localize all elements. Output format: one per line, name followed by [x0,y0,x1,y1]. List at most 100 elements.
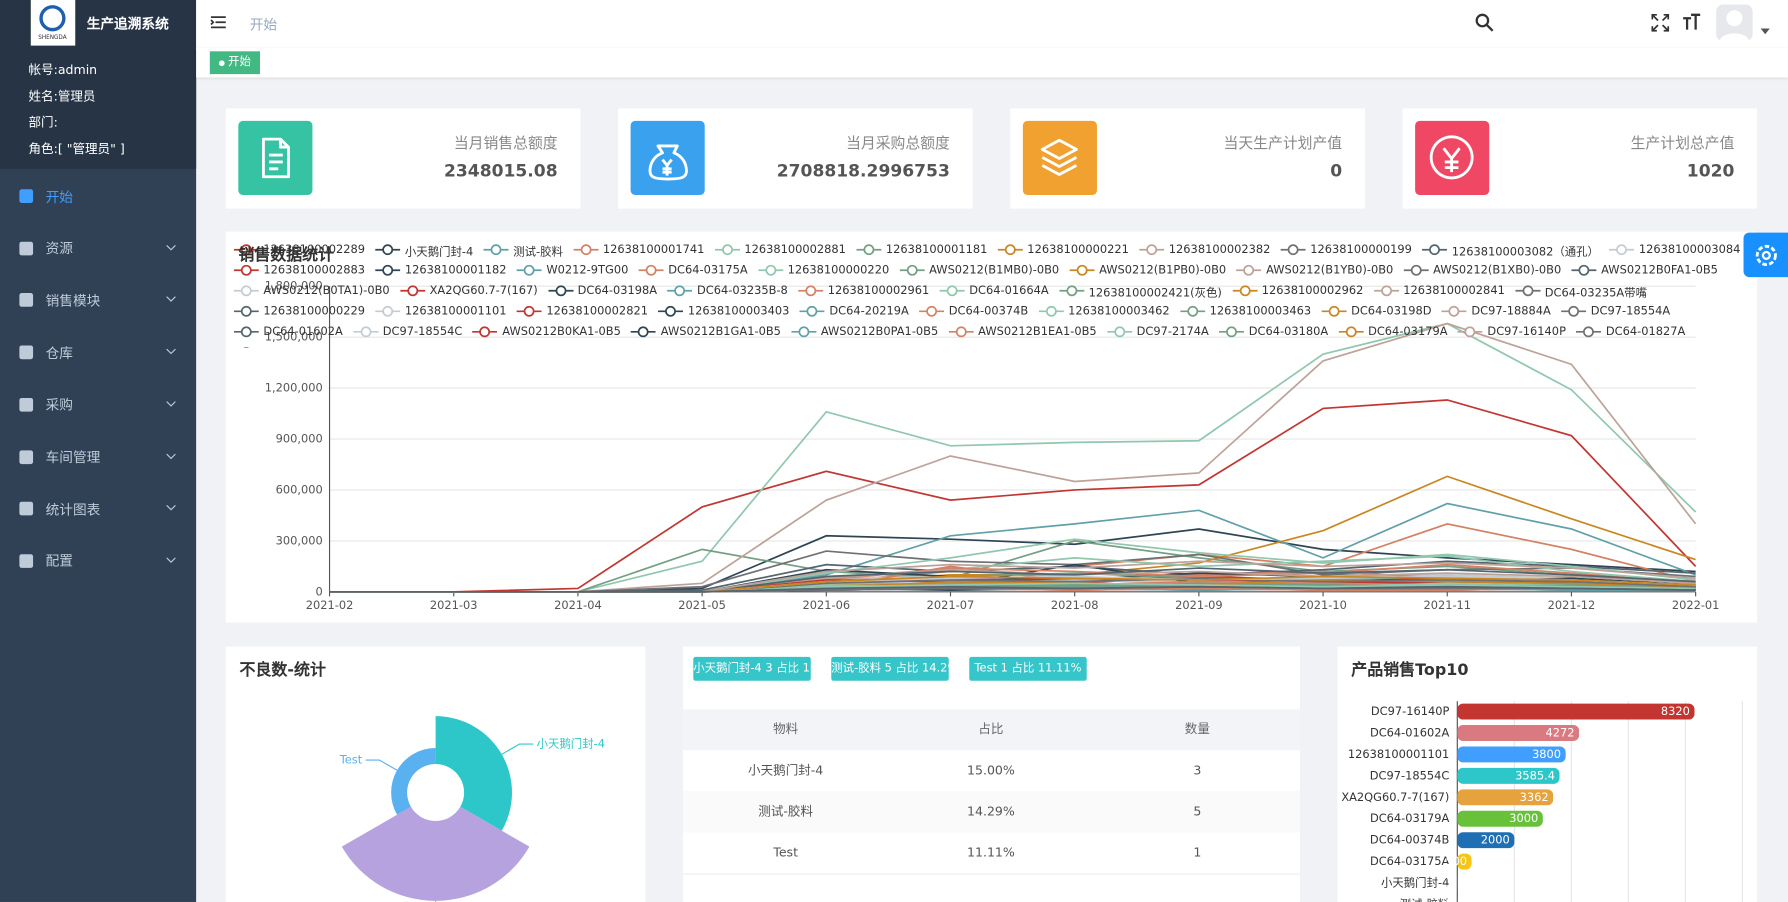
menu-item[interactable]: 配置 [0,535,196,587]
legend-item[interactable]: DC97-2174A [1106,323,1209,341]
search-icon[interactable] [1474,13,1495,34]
legend-item[interactable]: 海尔590A [234,343,316,348]
settings-button[interactable] [1743,232,1788,278]
legend-item[interactable]: 12638100002881 [714,241,846,259]
legend-item[interactable]: DC64-00374B [919,302,1028,320]
legend-item[interactable]: 12638100000199 [1280,241,1412,259]
legend-icon [399,285,426,297]
legend-item[interactable]: 12638100001181 [856,241,987,259]
ratio-tag[interactable]: Test 1 占比 11.11% [969,656,1087,681]
legend-item[interactable]: 12638100001101 [375,302,506,320]
menu-item[interactable]: 车间管理 [0,430,196,482]
legend-symbol [240,326,252,338]
menu-label: 开始 [45,188,73,205]
menu-item[interactable]: 仓库 [0,326,196,378]
legend-item[interactable]: AWS0212B0KA1-0B5 [472,323,621,341]
legend-item[interactable]: AWS0212(B1PB0)-0B0 [1069,261,1226,279]
legend-item[interactable]: 12638100000221 [997,241,1129,259]
legend-item[interactable]: DC97-18554A [1561,302,1670,320]
legend-label: 12638100002883 [263,263,365,277]
legend-item[interactable]: 12638100001182 [375,261,506,279]
legend-icon [1515,285,1541,297]
caret[interactable] [1760,28,1770,36]
legend-item[interactable]: AWS0212B1EA1-0B5 [948,323,1097,341]
legend-item[interactable]: 小天鹅门封-4 [375,241,473,259]
legend-item[interactable]: DC64-03235B-8 [667,282,788,300]
legend-item[interactable]: 12638100002883 [233,261,365,279]
legend-symbol [1583,326,1595,338]
legend-item[interactable]: DC64-03175A [638,261,748,279]
legend-item[interactable]: 12638100003403 [658,302,789,320]
x-tick-label: 2021-06 [803,598,851,612]
legend-item[interactable]: 12638100002961 [798,282,929,300]
legend-item[interactable]: 12638100003084 [1609,241,1740,259]
tag-item[interactable]: 开始 [209,51,260,75]
legend-item[interactable]: 12638100002962 [1232,282,1363,300]
legend-item[interactable]: DC64-01602A [233,323,343,341]
legend-item[interactable]: XA2QG60.7-7(167) [399,282,538,300]
breadcrumb[interactable]: 开始 [249,17,278,34]
avatar[interactable] [1716,4,1753,42]
value-label: 5 [1446,897,1453,902]
font-size-icon[interactable] [1681,13,1702,34]
legend-item[interactable]: DC64-03198A [547,282,657,300]
legend-item[interactable]: 12638100002821 [516,302,648,320]
ratio-tag[interactable]: 小天鹅门封-4 3 占比 15.00% [693,656,811,681]
legend-item[interactable]: DC97-18554C [353,323,462,341]
legend-item[interactable]: 12638100002841 [1373,282,1505,300]
y-tick-label: 0 [315,584,322,598]
legend-item[interactable]: DC64-01664A [939,282,1049,300]
legend-item[interactable]: 12638100000220 [757,261,889,279]
x-tick-label: 2021-08 [1051,598,1099,612]
legend-item[interactable]: DC64-03180A [1219,323,1328,341]
fullscreen-icon[interactable] [1651,13,1670,32]
menu-toggle[interactable] [210,14,228,32]
y-tick-label: DC97-18554C [1370,768,1450,782]
menu-arrow [166,349,176,355]
bar [1457,810,1543,827]
legend-item[interactable]: 12638100002382 [1139,241,1270,259]
legend-item[interactable]: AWS0212(B1YB0)-0B0 [1236,261,1393,279]
legend-item[interactable]: AWS0212B1GA1-0B5 [631,323,781,341]
legend-symbol [382,244,394,256]
legend-item[interactable]: 12638100002289 [233,241,365,259]
legend-symbol [645,264,657,276]
y-tick-label: DC64-00374B [1370,833,1450,847]
icon-path [261,137,290,179]
legend-item[interactable]: DC64-03179A [1338,323,1448,341]
legend-item[interactable]: AWS0212(B0TA1)-0B0 [233,282,390,300]
legend-label: DC97-18554A [1590,305,1671,318]
legend-item[interactable]: DC97-16140P [1457,323,1566,341]
legend-item[interactable]: 测试-胶料 [483,241,563,259]
table-cell: 3 [1193,762,1202,778]
ratio-tag[interactable]: 测试-胶料 5 占比 14.29% [831,656,949,681]
legend-label: 海尔590A [263,344,315,348]
legend-item[interactable]: 12638100002421(灰色) [1058,282,1222,300]
legend-item[interactable]: AWS0212(B1XB0)-0B0 [1403,261,1561,279]
legend-symbol [638,326,650,338]
legend-item[interactable]: AWS0212(B1MB0)-0B0 [899,261,1059,279]
legend-symbol [1568,305,1580,317]
legend-item[interactable]: 12638100003082（通孔） [1422,241,1599,259]
menu-item[interactable]: 开始 [0,170,196,222]
legend-icon [1576,326,1602,338]
legend-item[interactable]: 12638100003463 [1179,302,1311,320]
legend-item[interactable]: 12638100003462 [1038,302,1170,320]
legend-item[interactable]: W0212-9TG00 [516,261,628,279]
legend-item[interactable]: AWS0212B0PA1-0B5 [791,323,938,341]
y-tick-label: 1,800,000 [265,279,323,293]
menu-item[interactable]: 采购 [0,378,196,430]
legend-item[interactable]: AWS0212B0FA1-0B5 [1571,261,1718,279]
menu-item[interactable]: 统计图表 [0,483,196,535]
legend-item[interactable]: 12638100001741 [573,241,704,259]
legend-item[interactable]: 12638100000229 [233,302,365,320]
legend-item[interactable]: DC64-03235A带嘴 [1515,282,1647,300]
legend-item[interactable]: DC97-18884A [1441,302,1551,320]
legend-item[interactable]: DC64-20219A [799,302,909,320]
menu-item[interactable]: 销售模块 [0,274,196,326]
card-value: 2708818.2996753 [776,160,950,182]
menu-item[interactable]: 资源 [0,222,196,274]
legend-item[interactable]: DC64-01827A [1576,323,1685,341]
legend-item[interactable]: DC64-03198D [1321,302,1431,320]
legend-symbol [1287,244,1299,256]
